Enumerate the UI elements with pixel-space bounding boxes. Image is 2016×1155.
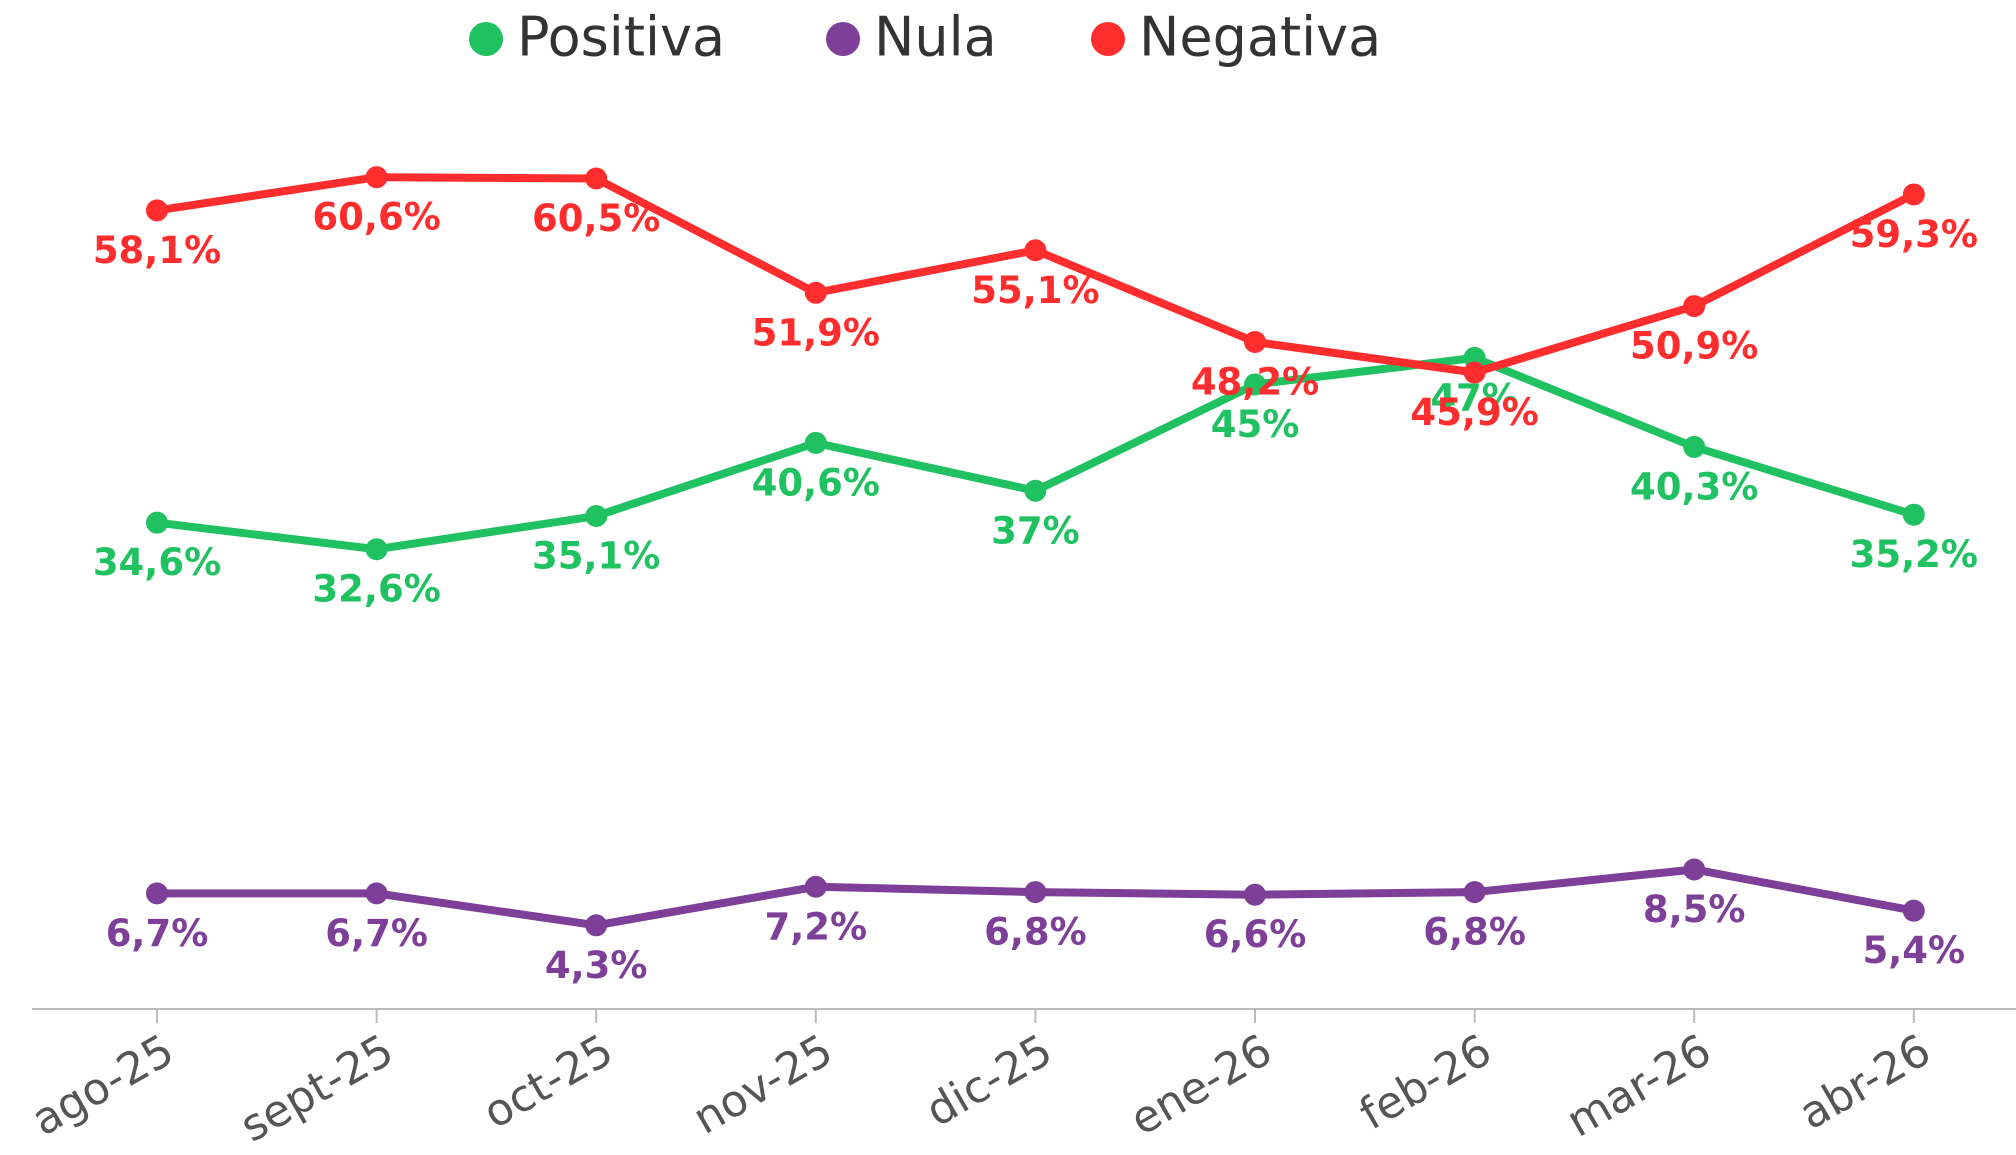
data-point [804,431,827,454]
x-tick-label: ago-25 [23,1025,182,1146]
data-point [1244,330,1266,353]
data-point [1463,361,1486,384]
data-label: 37% [991,509,1080,552]
data-label: 8,5% [1643,888,1746,931]
data-label: 34,6% [93,541,221,584]
legend-label: Positiva [517,6,725,69]
data-point [1902,503,1925,526]
data-label: 40,3% [1630,465,1758,508]
legend-label: Negativa [1139,6,1381,69]
data-label: 51,9% [752,311,880,354]
x-tick-label: dic-25 [917,1025,1060,1137]
data-point [1024,239,1047,262]
data-label: 45% [1211,403,1300,446]
data-point [585,914,608,937]
data-label: 45,9% [1410,391,1538,434]
x-tick-label: nov-25 [685,1025,842,1145]
data-label: 32,6% [312,568,440,611]
data-label: 50,9% [1630,325,1758,368]
data-point [1683,295,1706,318]
data-label: 47% [1430,376,1519,419]
data-label: 55,1% [971,269,1099,312]
legend-marker [826,22,860,56]
data-label: 4,3% [545,944,648,987]
legend-marker [469,22,503,56]
data-point [1024,479,1047,502]
data-point [804,875,827,898]
data-point [585,167,608,190]
data-point [1683,858,1706,881]
data-label: 60,5% [532,197,660,240]
data-point [1902,183,1925,206]
data-point [146,882,168,905]
data-point [365,882,388,905]
data-point [585,505,608,528]
data-label: 7,2% [764,905,867,948]
data-point [1683,435,1706,458]
data-point [365,166,388,189]
data-point [1463,881,1486,904]
x-tick-label: ene-26 [1122,1025,1281,1146]
data-point [146,511,168,534]
data-label: 6,7% [106,912,209,955]
legend-label: Nula [874,6,997,69]
data-label: 35,2% [1850,533,1978,576]
legend-marker [1091,22,1125,56]
data-label: 48,2% [1191,360,1319,403]
data-point [1244,373,1266,396]
data-label: 40,6% [752,461,880,504]
x-tick-label: sept-25 [232,1025,402,1153]
data-point [146,199,168,222]
data-point [1902,899,1925,922]
x-tick-label: mar-26 [1558,1025,1719,1148]
data-point [1244,883,1266,906]
x-tick-label: feb-26 [1351,1025,1500,1140]
data-label: 6,7% [325,912,428,955]
data-point [804,281,827,304]
data-point [1024,881,1047,904]
data-label: 6,6% [1204,913,1307,956]
data-label: 59,3% [1850,213,1978,256]
data-label: 6,8% [1423,911,1526,954]
data-label: 35,1% [532,535,660,578]
data-label: 60,6% [312,196,440,239]
data-point [365,538,388,561]
data-label: 6,8% [984,911,1087,954]
x-tick-label: oct-25 [475,1025,622,1139]
data-label: 5,4% [1862,929,1965,972]
x-tick-label: abr-26 [1791,1025,1940,1140]
data-label: 58,1% [93,229,221,272]
